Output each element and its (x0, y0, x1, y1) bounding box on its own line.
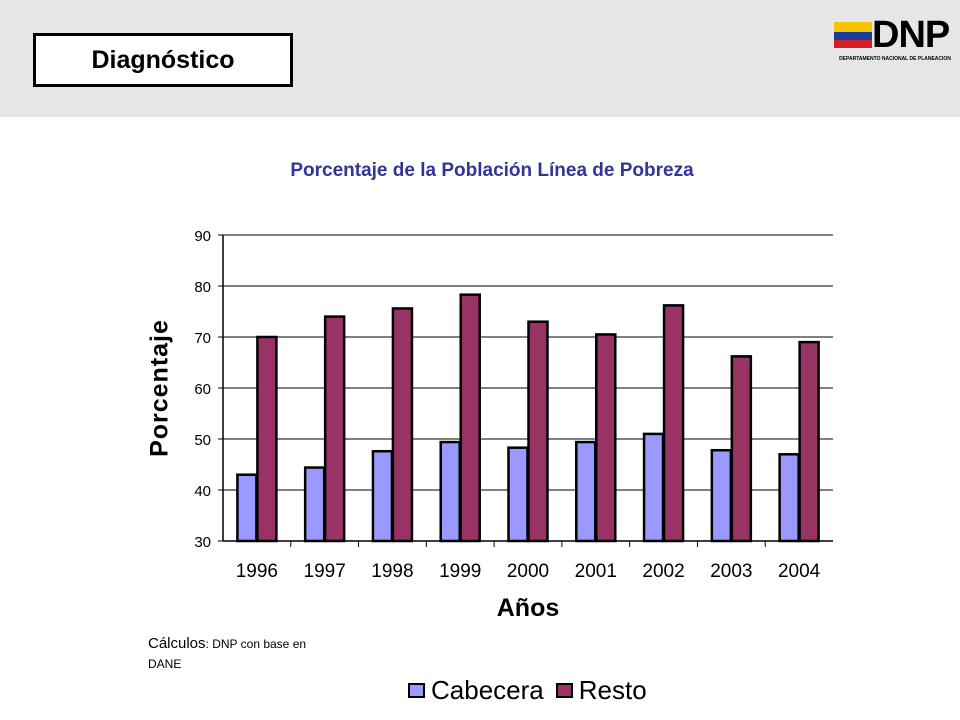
bar-resto-2000 (527, 320, 549, 543)
source-text: : DNP con base en DANE (148, 637, 307, 671)
x-tick-label: 1999 (439, 561, 481, 582)
x-tick-label: 2002 (642, 561, 684, 582)
legend-item-resto: Resto (555, 675, 647, 706)
y-tick-label: 90 (194, 228, 211, 245)
bar-cabecera-1997 (303, 466, 326, 543)
source-label: Cálculos (148, 635, 206, 652)
x-axis-label: Años (496, 594, 560, 622)
x-tick-label: 2004 (778, 561, 821, 582)
bar-cabecera-2001 (575, 440, 597, 543)
legend-swatch-cabecera (408, 683, 425, 698)
bar-cabecera-1999 (439, 440, 461, 543)
bar-resto-1998 (391, 307, 414, 543)
legend-label-cabecera: Cabecera (431, 675, 544, 705)
legend-item-cabecera: Cabecera (408, 675, 544, 706)
bar-cabecera-2002 (642, 432, 665, 543)
bar-resto-2001 (595, 333, 617, 543)
y-tick-label: 40 (194, 483, 211, 500)
x-tick-label: 1997 (304, 561, 346, 582)
bar-cabecera-2003 (710, 448, 733, 543)
bar-resto-1996 (256, 335, 278, 543)
x-tick-label: 1996 (236, 561, 278, 582)
x-tick-label: 1998 (371, 561, 413, 582)
y-tick-label: 70 (194, 330, 211, 347)
source-note: Cálculos: DNP con base en DANE (148, 634, 338, 674)
dnp-logo-flag-icon (834, 22, 872, 48)
bar-resto-1999 (459, 293, 481, 543)
bar-cabecera-1996 (236, 473, 258, 543)
bar-cabecera-2004 (778, 453, 800, 543)
legend: Cabecera Resto (408, 675, 659, 706)
logo-subtext: DEPARTAMENTO NACIONAL DE PLANEACION (839, 56, 951, 62)
section-title-box: Diagnóstico (33, 33, 293, 87)
x-tick-label: 2003 (710, 561, 752, 582)
legend-label-resto: Resto (578, 675, 647, 705)
y-tick-label: 60 (194, 381, 211, 398)
bar-resto-2004 (798, 340, 820, 543)
x-tick-label: 2000 (507, 561, 549, 582)
legend-swatch-resto (555, 683, 573, 698)
bar-resto-2002 (662, 304, 685, 543)
logo-text: DNP (872, 14, 950, 56)
bar-cabecera-1998 (371, 449, 394, 543)
section-title: Diagnóstico (91, 45, 235, 74)
y-tick-label: 80 (194, 279, 211, 296)
bar-resto-1997 (323, 315, 346, 543)
bar-resto-2003 (730, 355, 753, 543)
x-tick-label: 2001 (575, 561, 617, 582)
y-tick-label: 30 (194, 534, 211, 551)
header-band: Diagnóstico DNP DEPARTAMENTO NACIONAL DE… (0, 0, 960, 117)
bar-cabecera-2000 (507, 446, 529, 543)
chart-title: Porcentaje de la Población Línea de Pobr… (290, 160, 694, 181)
y-tick-label: 50 (194, 432, 211, 449)
